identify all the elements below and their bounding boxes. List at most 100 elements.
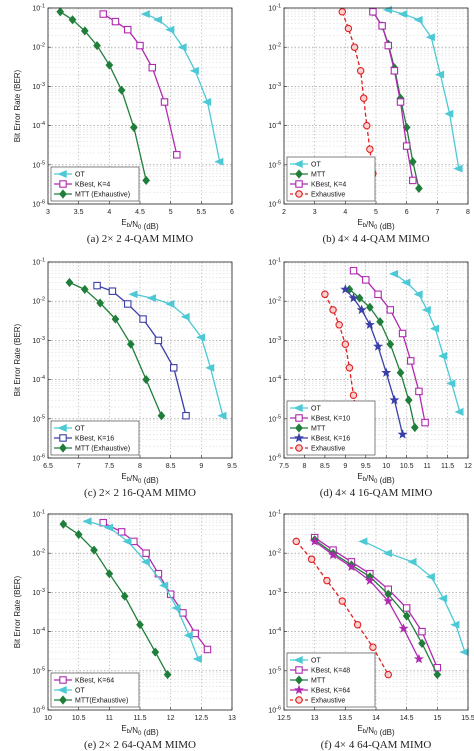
x-tick-label: 6 (230, 209, 234, 216)
x-axis-label: Eb/N0 (dB) (121, 218, 159, 231)
x-tick-label: 15 (433, 715, 441, 722)
series-3 (65, 277, 166, 421)
series-3 (369, 8, 417, 185)
legend-label: OT (75, 426, 85, 433)
x-tick-label: 8.5 (320, 463, 330, 470)
legend-marker (295, 423, 303, 433)
data-point (364, 575, 375, 585)
legend-label: Exhaustive (311, 698, 345, 705)
x-tick-label: 9 (199, 463, 203, 470)
x-tick-label: 8 (466, 209, 470, 216)
data-point (128, 290, 138, 299)
legend-label: OT (311, 658, 321, 665)
data-point (154, 569, 163, 578)
data-point (359, 94, 368, 102)
chart-panel-3: 6.5 7 7.5 8 8.5 9 9.5 10-6 10-5 10-4 10-3 10-2 10-1 E… (13, 258, 237, 500)
data-point (341, 340, 350, 348)
legend: OT KBest, K=10 MTT KBest, K=16 Exhaustive (286, 400, 376, 456)
x-tick-label: 5.5 (196, 209, 206, 216)
data-point (397, 429, 408, 439)
legend-label: MTT (Exhaustive) (75, 446, 130, 453)
data-point (74, 529, 83, 540)
legend-label: KBest, K=64 (311, 688, 350, 695)
data-point (378, 22, 386, 30)
data-point (402, 604, 411, 612)
x-tick-label: 12 (464, 463, 472, 470)
data-point (68, 15, 77, 25)
legend-label: MTT(Exhaustive) (75, 698, 128, 705)
chart-panel-1: 3 3.5 4 4.5 5 5.5 6 10-6 10-5 10-4 10-3 10-2 10-1 Eb/… (13, 4, 234, 246)
data-point (398, 623, 409, 633)
x-tick-label: 11.5 (133, 715, 146, 722)
y-axis-label: Bit Error Rate (BER) (13, 69, 22, 142)
data-point (366, 302, 374, 312)
data-point (366, 145, 374, 153)
data-point (413, 15, 423, 24)
legend-label: OT (311, 406, 321, 413)
data-point (165, 25, 175, 34)
series-1 (128, 290, 227, 420)
data-point (142, 175, 150, 185)
y-tick-label: 10-6 (268, 454, 281, 463)
panel-caption: (f) 4× 4 64-QAM MIMO (321, 739, 432, 751)
y-tick-label: 10-6 (32, 200, 45, 209)
data-point (433, 670, 442, 680)
y-tick-label: 10-3 (32, 82, 45, 91)
data-point (192, 655, 202, 663)
data-point (140, 557, 150, 566)
legend-marker (295, 190, 303, 198)
data-point (389, 394, 400, 405)
data-point (59, 519, 68, 529)
x-tick-label: 4 (343, 209, 347, 216)
data-point (105, 60, 114, 70)
y-tick-label: 10-4 (268, 121, 281, 130)
legend: OT KBest, K=16 MTT (Exhaustive) (50, 420, 140, 456)
y-tick-label: 10-4 (32, 627, 45, 636)
legend-marker (295, 444, 303, 452)
chart-panel-5: 10 10.5 11 11.5 12 12.5 13 10-6 10-5 10-4 10-3 10-2… (13, 510, 236, 751)
legend-marker (295, 696, 303, 704)
x-tick-label: 7.5 (104, 463, 114, 470)
y-tick-label: 10-2 (268, 549, 281, 558)
legend-label: MTT (Exhaustive) (75, 192, 130, 199)
data-point (356, 304, 367, 315)
x-axis-label: Eb/N0 (dB) (357, 472, 395, 485)
x-tick-label: 4.5 (135, 209, 145, 216)
legend-label: KBest, K=16 (75, 436, 114, 443)
data-point (177, 43, 187, 52)
x-axis-label: Eb/N0 (dB) (357, 724, 395, 737)
data-point (454, 407, 464, 416)
y-tick-label: 10-5 (268, 160, 281, 169)
data-point (410, 422, 419, 433)
legend-marker (295, 169, 303, 179)
x-tick-label: 10 (382, 463, 390, 470)
data-point (117, 528, 126, 536)
data-point (362, 276, 370, 284)
x-tick-label: 5 (374, 209, 378, 216)
axes-frame (283, 261, 469, 459)
data-point (90, 545, 98, 555)
data-point (205, 363, 215, 372)
data-point (413, 653, 424, 664)
x-tick-label: 7 (77, 463, 81, 470)
data-point (142, 549, 150, 557)
data-point (383, 595, 394, 606)
legend-label: KBest, K=4 (311, 182, 346, 189)
data-point (453, 164, 463, 173)
data-point (111, 314, 120, 324)
data-point (195, 333, 206, 342)
chart-panel-4: 7.5 8 8.5 9 9.5 10 10.5 11 11.5 12 10-6 10-5 10-4 10-… (268, 258, 472, 500)
series-line (314, 539, 438, 675)
legend-label: OT (75, 688, 85, 695)
legend-label: OT (311, 162, 321, 169)
series-1 (388, 269, 464, 416)
data-point (152, 15, 163, 24)
data-point (329, 306, 337, 314)
x-tick-label: 2 (282, 209, 286, 216)
x-tick-label: 3 (313, 209, 317, 216)
legend-label: Exhaustive (311, 446, 345, 453)
data-point (407, 357, 415, 365)
x-tick-label: 12 (167, 715, 175, 722)
legend-marker (295, 675, 303, 685)
